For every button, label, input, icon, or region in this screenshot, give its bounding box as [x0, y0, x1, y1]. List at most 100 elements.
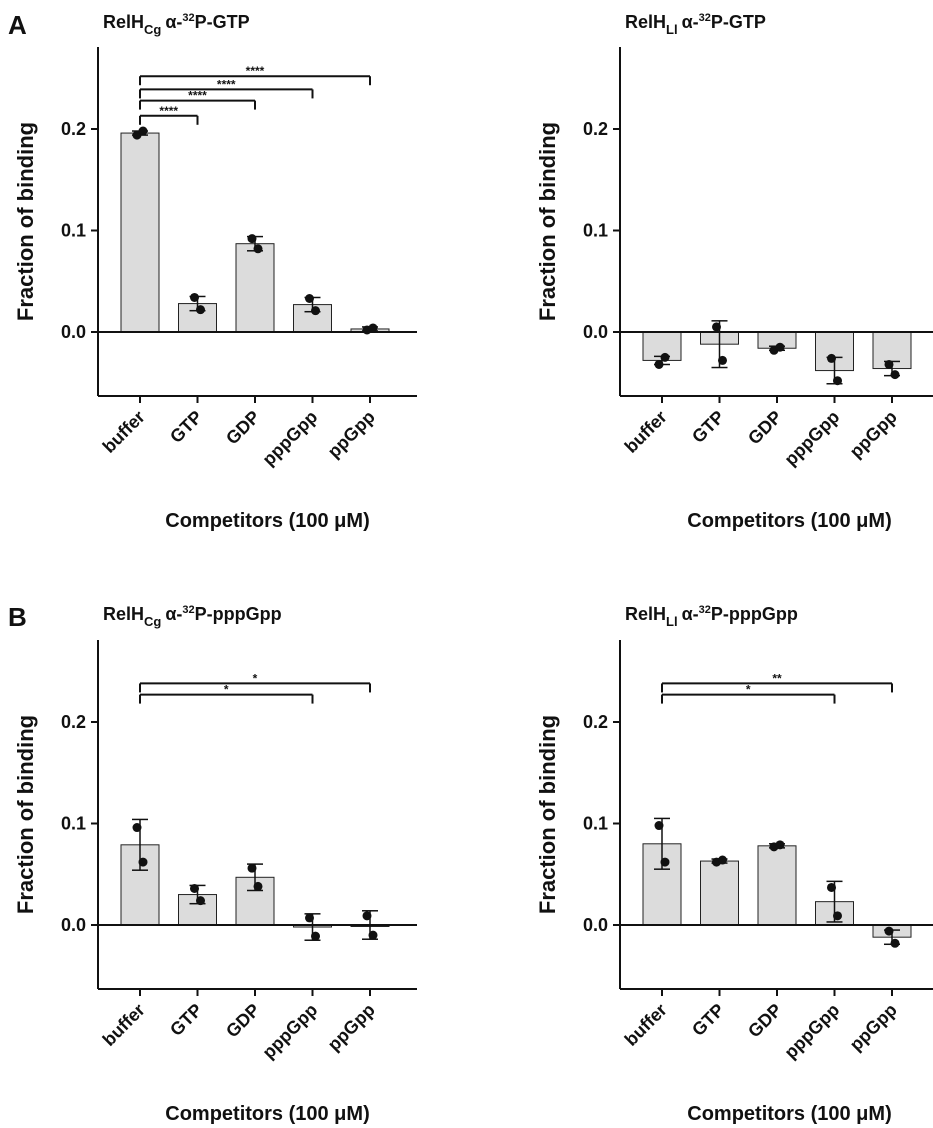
- x-tick-label-pppGpp: pppGpp: [780, 407, 843, 470]
- y-tick-label: 0.1: [583, 221, 608, 241]
- data-point: [311, 306, 320, 316]
- x-tick-label-GTP: GTP: [166, 1000, 206, 1040]
- chart-title: RelHLl α-32P-GTP: [625, 12, 766, 37]
- title-superscript: 32: [699, 12, 711, 24]
- x-tick-label-ppGpp: ppGpp: [324, 407, 379, 462]
- x-tick-label-buffer: buffer: [99, 1000, 149, 1050]
- data-point: [368, 323, 378, 333]
- y-axis-label: Fraction of binding: [13, 715, 38, 914]
- y-tick-label: 0.2: [61, 119, 86, 139]
- chart-title: RelHLl α-32P-pppGpp: [625, 604, 798, 629]
- y-axis-label: Fraction of binding: [13, 122, 38, 321]
- data-point: [775, 840, 785, 850]
- data-point: [833, 911, 842, 921]
- significance-label: *: [224, 683, 229, 697]
- x-tick-label-buffer: buffer: [621, 407, 671, 457]
- x-tick-label-GDP: GDP: [744, 407, 786, 449]
- title-main: RelH: [625, 604, 666, 624]
- title-alpha: α-: [165, 12, 182, 32]
- y-tick-label: 0.1: [61, 814, 86, 834]
- data-point: [718, 355, 727, 365]
- x-tick-label-ppGpp: ppGpp: [846, 407, 901, 462]
- significance-label: ****: [246, 64, 265, 78]
- title-superscript: 32: [699, 604, 711, 616]
- x-tick-label-GTP: GTP: [688, 1000, 728, 1040]
- chart-panel-1: A RelHCg α-32P-GTP 0.0 0.1 0.2 Fraction of bin…: [8, 10, 417, 532]
- chart-panel-3: B RelHCg α-32P-pppGpp 0.0 0.1 0.2 Fraction of …: [8, 602, 417, 1125]
- title-subscript: Cg: [144, 22, 161, 37]
- data-point: [138, 126, 148, 136]
- x-tick-label-pppGpp: pppGpp: [780, 1000, 843, 1063]
- data-point: [362, 911, 372, 921]
- data-point: [660, 857, 670, 867]
- significance-label: ****: [217, 77, 236, 91]
- title-main: RelH: [103, 12, 144, 32]
- x-axis-label: Competitors (100 μM): [687, 510, 891, 532]
- chart-panel-4: RelHLl α-32P-pppGpp 0.0 0.1 0.2 Fraction of b…: [535, 604, 933, 1125]
- data-point: [654, 359, 664, 369]
- significance-label: **: [772, 671, 782, 685]
- bar-GDP: [235, 243, 275, 333]
- significance-label: *: [746, 683, 751, 697]
- data-point: [654, 821, 664, 831]
- x-tick-label-GTP: GTP: [688, 407, 728, 447]
- significance-label: ****: [159, 104, 178, 118]
- title-rest: P-pppGpp: [195, 604, 282, 624]
- y-axis-label: Fraction of binding: [535, 122, 560, 321]
- x-tick-label-GDP: GDP: [222, 1000, 264, 1042]
- y-tick-label: 0.1: [583, 814, 608, 834]
- title-main: RelH: [103, 604, 144, 624]
- x-axis-label: Competitors (100 μM): [687, 1103, 891, 1125]
- chart-panel-2: RelHLl α-32P-GTP 0.0 0.1 0.2 Fraction of bind…: [535, 12, 933, 532]
- title-alpha: α-: [165, 604, 182, 624]
- data-point: [368, 930, 378, 940]
- data-point: [305, 294, 314, 304]
- data-point: [827, 882, 836, 892]
- data-point: [253, 881, 263, 891]
- data-point: [190, 292, 199, 302]
- y-tick-label: 0.0: [583, 322, 608, 342]
- data-point: [190, 883, 199, 893]
- data-point: [884, 926, 894, 936]
- y-tick-label: 0.0: [583, 915, 608, 935]
- x-tick-label-ppGpp: ppGpp: [846, 1000, 901, 1055]
- data-point: [138, 857, 148, 867]
- data-point: [890, 938, 900, 948]
- data-point: [132, 823, 142, 833]
- x-tick-label-GDP: GDP: [744, 1000, 786, 1042]
- x-tick-label-ppGpp: ppGpp: [324, 1000, 379, 1055]
- title-alpha: α-: [682, 604, 699, 624]
- x-tick-label-GDP: GDP: [222, 407, 264, 449]
- data-point: [712, 322, 721, 332]
- y-tick-label: 0.2: [583, 119, 608, 139]
- bar-GTP: [700, 860, 739, 926]
- data-point: [890, 370, 900, 380]
- title-alpha: α-: [682, 12, 699, 32]
- title-main: RelH: [625, 12, 666, 32]
- data-point: [775, 342, 785, 352]
- x-axis-label: Competitors (100 μM): [165, 1103, 369, 1125]
- y-tick-label: 0.0: [61, 915, 86, 935]
- x-axis-label: Competitors (100 μM): [165, 510, 369, 532]
- y-tick-label: 0.2: [583, 712, 608, 732]
- data-point: [196, 896, 205, 906]
- y-tick-label: 0.2: [61, 712, 86, 732]
- chart-title: RelHCg α-32P-GTP: [103, 12, 250, 37]
- data-point: [247, 234, 257, 244]
- y-tick-label: 0.1: [61, 221, 86, 241]
- panel-label: B: [8, 602, 27, 632]
- data-point: [311, 931, 320, 941]
- x-tick-label-GTP: GTP: [166, 407, 206, 447]
- x-tick-label-pppGpp: pppGpp: [258, 407, 321, 470]
- data-point: [833, 376, 842, 386]
- data-point: [196, 305, 205, 315]
- data-point: [827, 353, 836, 363]
- title-rest: P-pppGpp: [711, 604, 798, 624]
- x-tick-label-pppGpp: pppGpp: [258, 1000, 321, 1063]
- title-subscript: Ll: [666, 22, 678, 37]
- chart-title: RelHCg α-32P-pppGpp: [103, 604, 282, 629]
- data-point: [660, 352, 670, 362]
- title-subscript: Cg: [144, 614, 161, 629]
- x-tick-label-buffer: buffer: [621, 1000, 671, 1050]
- data-point: [247, 863, 257, 873]
